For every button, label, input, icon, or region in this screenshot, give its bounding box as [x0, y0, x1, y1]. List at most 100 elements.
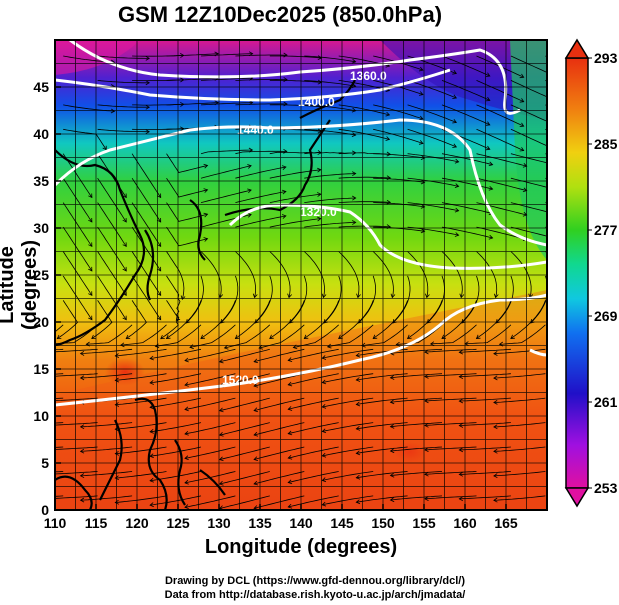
y-tick-label: 5	[41, 455, 49, 471]
streamline	[97, 128, 150, 133]
streamline-arrow	[287, 293, 292, 299]
streamline-arrow	[452, 143, 458, 148]
streamline-arrow	[114, 475, 120, 481]
y-tick-label: 10	[33, 408, 49, 424]
x-tick-label: 125	[166, 515, 190, 531]
streamline	[219, 446, 270, 460]
streamline	[338, 104, 390, 116]
streamline	[254, 422, 305, 436]
streamline	[166, 77, 219, 81]
streamline-arrow	[218, 432, 224, 437]
contour-label-1400: 1400.0	[298, 95, 335, 109]
streamline-arrow	[165, 334, 171, 339]
streamline	[254, 471, 305, 485]
streamline	[219, 397, 270, 412]
streamline-arrow	[321, 355, 327, 360]
streamline	[424, 397, 477, 402]
streamline-arrow	[321, 428, 327, 434]
streamline-arrow	[184, 431, 189, 436]
colorbar-bottom-arrow	[564, 487, 590, 508]
streamline-arrow	[145, 55, 150, 61]
streamline	[254, 373, 305, 387]
streamline-arrow	[46, 399, 50, 403]
streamline-arrow	[46, 472, 50, 476]
streamline-arrow	[281, 165, 287, 170]
streamline-arrow	[452, 118, 458, 124]
streamline	[235, 78, 288, 81]
streamline	[62, 275, 93, 320]
streamline-arrow	[592, 211, 596, 215]
streamline-arrow	[458, 374, 464, 379]
streamline	[322, 422, 374, 432]
streamline	[254, 275, 273, 324]
streamline-arrow	[389, 399, 395, 405]
streamline-arrow	[253, 431, 259, 437]
streamline	[304, 104, 356, 112]
streamline	[269, 169, 321, 179]
streamline	[155, 324, 202, 347]
streamline	[288, 495, 339, 508]
streamline-arrow	[355, 352, 361, 358]
streamline-arrow	[114, 377, 120, 383]
streamline-arrow	[488, 161, 494, 167]
streamline	[55, 471, 98, 475]
streamline-arrow	[557, 188, 561, 192]
streamline	[269, 251, 291, 298]
streamline	[200, 165, 252, 179]
streamline-arrow	[338, 334, 343, 339]
x-tick-label: 140	[289, 515, 313, 531]
streamline	[476, 153, 527, 167]
streamline	[510, 55, 547, 73]
streamline	[493, 422, 546, 428]
streamline-arrow	[557, 212, 561, 216]
streamline	[254, 495, 305, 509]
streamline-arrow	[475, 334, 481, 339]
streamline	[97, 275, 127, 320]
y-tick-label: 30	[33, 220, 49, 236]
streamline-arrow	[287, 503, 293, 509]
streamline	[322, 397, 374, 408]
streamline-arrow	[122, 193, 127, 199]
coastline	[55, 79, 356, 510]
streamline	[361, 324, 408, 346]
streamline	[97, 104, 150, 108]
streamline	[288, 397, 339, 410]
streamline-arrow	[493, 424, 498, 430]
streamline	[358, 275, 376, 324]
streamline	[476, 128, 524, 151]
streamline-arrow	[88, 315, 93, 321]
streamline	[115, 422, 167, 430]
y-tick-label: 25	[33, 267, 49, 283]
streamline	[269, 80, 322, 83]
streamline-arrow	[253, 480, 259, 486]
streamline	[499, 324, 546, 345]
streamline	[269, 104, 322, 108]
streamline	[476, 177, 527, 191]
streamline	[200, 102, 253, 106]
streamline-arrow	[247, 164, 252, 169]
streamline	[259, 324, 305, 349]
streamline	[338, 201, 391, 203]
streamline-arrow	[283, 101, 288, 107]
streamline	[150, 397, 202, 408]
streamline-arrow	[258, 344, 264, 350]
streamline	[373, 202, 425, 208]
streamline-arrow	[351, 132, 357, 137]
streamline	[476, 104, 524, 127]
streamline-arrow	[156, 266, 162, 272]
streamline	[55, 422, 98, 426]
streamline	[390, 446, 443, 452]
streamline	[338, 251, 360, 298]
y-tick-label: 35	[33, 173, 49, 189]
x-tick-label: 135	[248, 515, 272, 531]
streamline	[390, 397, 443, 403]
streamline	[493, 373, 546, 379]
streamline-arrow	[180, 295, 186, 301]
colorbar-label: 293	[594, 50, 618, 66]
y-tick-label: 40	[33, 126, 49, 142]
streamline	[235, 191, 286, 203]
x-axis-label: Longitude (degrees)	[204, 536, 398, 558]
streamline-arrow	[355, 474, 361, 480]
x-tick-label: 130	[207, 515, 231, 531]
streamline-arrow	[79, 424, 85, 430]
